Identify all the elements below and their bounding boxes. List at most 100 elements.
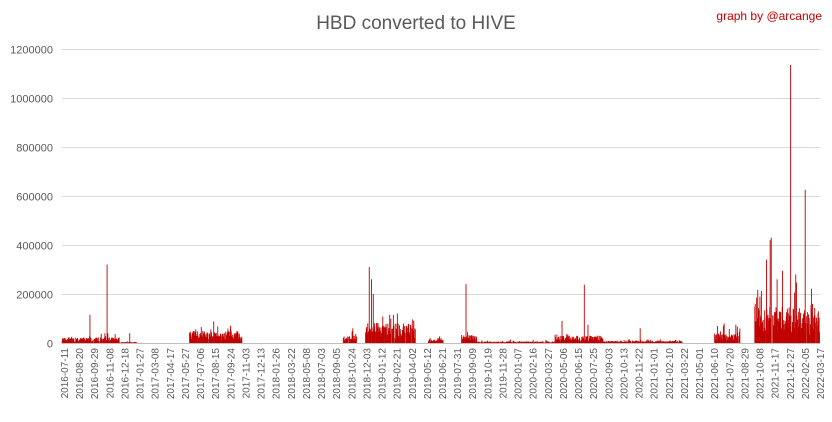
x-tick-label: 2022-02-05 (801, 348, 812, 400)
bar (735, 324, 737, 343)
y-tick-label: 1200000 (10, 45, 53, 57)
bar (628, 340, 629, 343)
bar (561, 320, 563, 343)
bar (105, 339, 107, 343)
bar (612, 341, 614, 343)
x-tick-label: 2021-10-08 (756, 348, 767, 400)
bar (190, 333, 192, 343)
x-tick-label: 2022-03-17 (816, 348, 827, 400)
x-tick-label: 2017-11-03 (241, 348, 252, 399)
bar (189, 332, 191, 343)
bar (717, 326, 719, 343)
bar (200, 327, 202, 343)
x-axis-tick-labels: 2016-07-11 2016-08-20 2016-09-29 2016-11-08… (60, 348, 827, 400)
bar (72, 338, 74, 343)
bar (106, 264, 108, 343)
x-tick-label: 2019-06-21 (438, 348, 449, 400)
bar (769, 240, 771, 343)
bar (780, 328, 782, 343)
bar (736, 337, 738, 343)
bar (739, 328, 741, 343)
bar (552, 341, 554, 343)
bar (657, 340, 659, 343)
bar (628, 339, 630, 343)
y-tick-label: 600000 (16, 192, 53, 204)
bar (762, 319, 764, 343)
bar (635, 340, 637, 343)
bar (666, 341, 668, 343)
bar (777, 319, 778, 343)
bar (626, 341, 628, 343)
bar (241, 336, 243, 343)
bar (797, 319, 798, 343)
x-tick-label: 2017-03-08 (151, 348, 162, 400)
x-tick-label: 2020-11-22 (635, 348, 646, 399)
bar (763, 331, 765, 343)
bar (534, 341, 536, 343)
bar (126, 341, 128, 343)
bar (547, 341, 549, 343)
bar (71, 338, 73, 343)
x-tick-label: 2019-11-28 (499, 348, 510, 399)
bar (676, 342, 678, 343)
bar (734, 334, 736, 343)
bar (774, 312, 775, 343)
bar (598, 335, 600, 343)
bar (84, 341, 86, 343)
bar (398, 336, 400, 343)
bar (630, 340, 632, 343)
bar (490, 341, 492, 343)
bar (737, 332, 739, 343)
bar (354, 339, 356, 343)
bar (217, 326, 219, 343)
bar (89, 314, 91, 343)
bar (515, 342, 517, 343)
bar (569, 338, 571, 343)
bar (212, 336, 214, 343)
bar (395, 328, 397, 343)
bar (671, 340, 673, 343)
x-tick-label: 2017-01-27 (136, 348, 147, 400)
x-tick-label: 2020-10-13 (619, 348, 630, 400)
x-tick-label: 2020-09-03 (604, 348, 615, 400)
bar (590, 335, 591, 343)
x-tick-label: 2018-05-08 (302, 348, 313, 400)
bar (92, 340, 93, 343)
bar (469, 335, 471, 343)
bar (549, 341, 551, 343)
bar (675, 340, 677, 343)
bar (794, 322, 796, 343)
bar (643, 341, 644, 343)
bar (367, 323, 369, 343)
bar (610, 340, 612, 343)
bar (755, 321, 757, 343)
bar (716, 334, 717, 343)
bar (633, 341, 635, 343)
x-tick-label: 2016-11-08 (105, 348, 116, 399)
bar (368, 267, 370, 343)
bar (513, 342, 515, 344)
bar (431, 340, 433, 343)
x-tick-label: 2021-07-20 (725, 348, 736, 400)
bar (640, 339, 642, 343)
bar (513, 340, 515, 343)
bar (107, 337, 109, 343)
bar (207, 333, 209, 343)
bar (645, 341, 647, 343)
bar (577, 336, 579, 343)
bar (390, 318, 392, 343)
bar (523, 341, 525, 343)
bar (591, 337, 593, 343)
bar (366, 326, 368, 343)
bar (118, 337, 120, 343)
bar (410, 324, 412, 343)
bar (660, 341, 662, 343)
y-axis-tick-labels: 0 200000 400000 600000 800000 1000000 1200000 (10, 45, 53, 351)
bar (601, 337, 603, 343)
bar (195, 334, 197, 343)
bar (350, 338, 352, 343)
bar (437, 338, 439, 343)
bar (607, 340, 609, 343)
bar (558, 339, 560, 343)
